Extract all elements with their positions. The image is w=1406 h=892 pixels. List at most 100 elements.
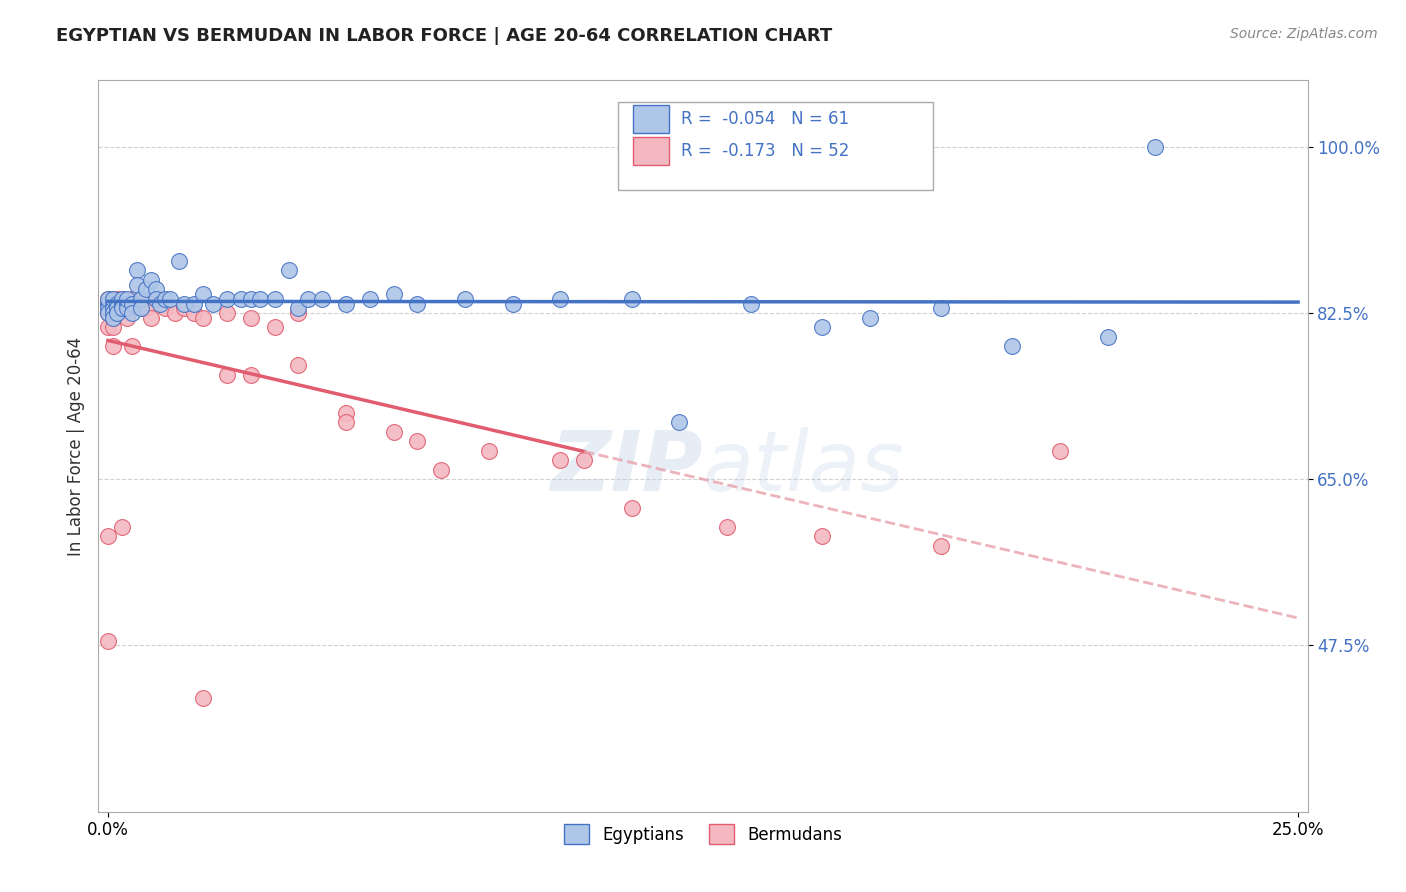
FancyBboxPatch shape [633, 105, 669, 133]
Point [111, 292, 134, 306]
Point [249, 292, 271, 306]
Point [287, 301, 309, 316]
Point [859, 310, 882, 325]
Point [101, 292, 124, 306]
Point [191, 287, 214, 301]
Point [173, 301, 195, 316]
Point [239, 368, 262, 382]
Point [135, 301, 157, 316]
Point [129, 292, 152, 306]
Point [153, 301, 176, 316]
Point [740, 296, 762, 310]
Point [502, 296, 524, 310]
Point [107, 301, 129, 316]
Point [215, 292, 238, 306]
Point [115, 301, 138, 316]
Point [97, 292, 120, 306]
Point [169, 253, 191, 268]
Point [297, 292, 319, 306]
Text: EGYPTIAN VS BERMUDAN IN LABOR FORCE | AGE 20-64 CORRELATION CHART: EGYPTIAN VS BERMUDAN IN LABOR FORCE | AG… [56, 27, 832, 45]
Point [1001, 339, 1024, 353]
Point [359, 292, 381, 306]
Text: Source: ZipAtlas.com: Source: ZipAtlas.com [1230, 27, 1378, 41]
Point [97, 292, 120, 306]
Point [135, 282, 157, 296]
Point [263, 320, 285, 334]
Y-axis label: In Labor Force | Age 20-64: In Labor Force | Age 20-64 [66, 336, 84, 556]
Point [111, 296, 134, 310]
Point [287, 306, 309, 320]
Point [406, 296, 429, 310]
Point [101, 301, 124, 316]
Point [183, 306, 205, 320]
Point [215, 368, 238, 382]
Point [125, 296, 148, 310]
Point [139, 273, 162, 287]
Point [129, 301, 152, 316]
Point [115, 310, 138, 325]
Point [572, 453, 595, 467]
Point [145, 292, 167, 306]
Point [111, 301, 134, 316]
Point [121, 306, 143, 320]
Point [163, 306, 186, 320]
Point [335, 415, 357, 429]
Point [101, 310, 124, 325]
Point [97, 320, 120, 334]
Point [406, 434, 429, 449]
Point [239, 292, 262, 306]
Point [191, 690, 214, 705]
Point [153, 292, 176, 306]
Point [277, 263, 299, 277]
Point [101, 310, 124, 325]
Point [139, 310, 162, 325]
Point [97, 306, 120, 320]
Point [620, 292, 643, 306]
Point [125, 277, 148, 292]
Point [191, 310, 214, 325]
Text: R =  -0.173   N = 52: R = -0.173 N = 52 [682, 142, 849, 161]
Point [287, 358, 309, 372]
Point [107, 292, 129, 306]
Point [125, 263, 148, 277]
Point [183, 296, 205, 310]
Point [115, 296, 138, 310]
Point [145, 292, 167, 306]
Point [548, 292, 571, 306]
Point [382, 287, 405, 301]
Point [107, 301, 129, 316]
Point [335, 296, 357, 310]
Point [97, 296, 120, 310]
FancyBboxPatch shape [619, 103, 932, 190]
Point [478, 443, 501, 458]
Point [382, 425, 405, 439]
Point [111, 301, 134, 316]
Point [111, 520, 134, 534]
Text: ZIP: ZIP [550, 427, 703, 508]
Point [335, 406, 357, 420]
Point [548, 453, 571, 467]
Point [107, 306, 129, 320]
Point [101, 320, 124, 334]
Point [1049, 443, 1071, 458]
Text: atlas: atlas [703, 427, 904, 508]
Point [215, 306, 238, 320]
Point [115, 292, 138, 306]
Legend: Egyptians, Bermudans: Egyptians, Bermudans [557, 817, 849, 851]
Point [929, 301, 952, 316]
Point [145, 282, 167, 296]
Point [263, 292, 285, 306]
Point [929, 539, 952, 553]
Text: R =  -0.054   N = 61: R = -0.054 N = 61 [682, 110, 849, 128]
Point [121, 339, 143, 353]
Point [121, 292, 143, 306]
Point [811, 529, 834, 543]
Point [239, 310, 262, 325]
Point [430, 463, 453, 477]
Point [201, 296, 224, 310]
Point [97, 633, 120, 648]
Point [231, 292, 253, 306]
Point [101, 292, 124, 306]
Point [97, 301, 120, 316]
Point [97, 529, 120, 543]
